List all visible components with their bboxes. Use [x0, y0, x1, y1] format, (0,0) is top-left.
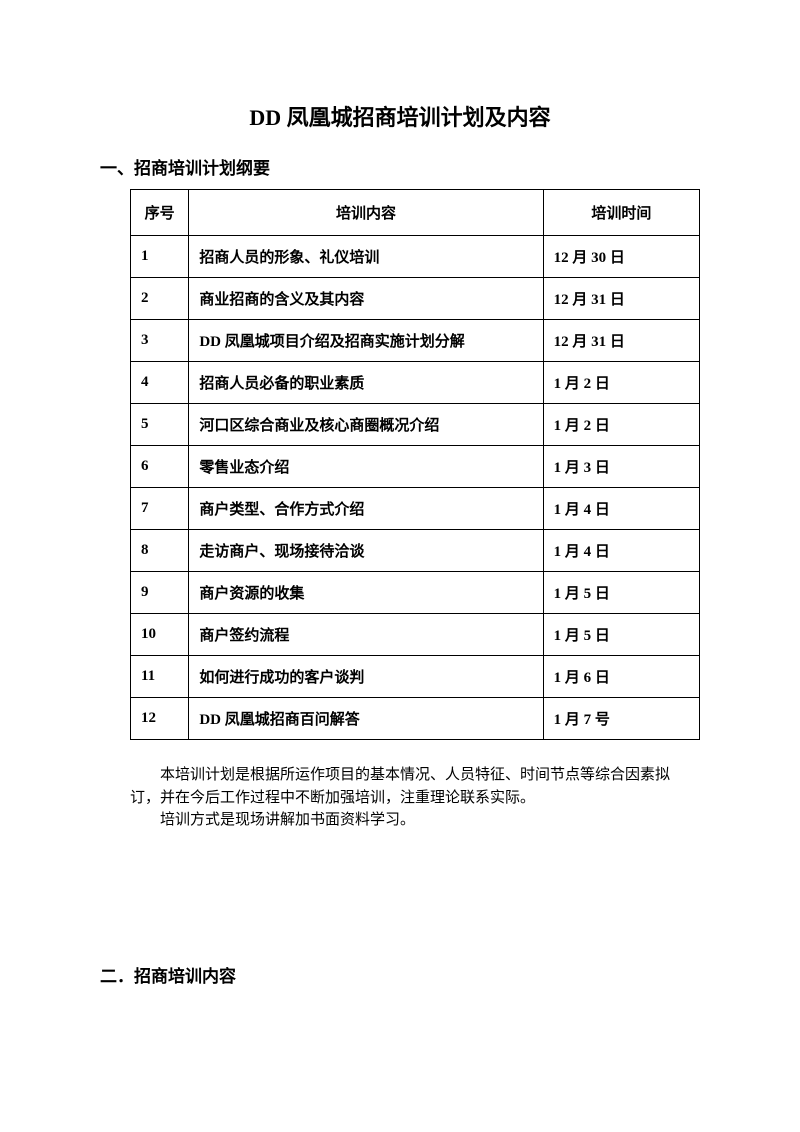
cell-seq: 4 — [131, 362, 189, 404]
cell-content: 商户类型、合作方式介绍 — [189, 488, 543, 530]
cell-time: 1 月 2 日 — [543, 362, 699, 404]
training-table: 序号 培训内容 培训时间 1招商人员的形象、礼仪培训12 月 30 日2商业招商… — [130, 189, 700, 740]
cell-time: 1 月 6 日 — [543, 656, 699, 698]
cell-seq: 8 — [131, 530, 189, 572]
cell-seq: 10 — [131, 614, 189, 656]
cell-seq: 9 — [131, 572, 189, 614]
cell-seq: 1 — [131, 236, 189, 278]
cell-content: 零售业态介绍 — [189, 446, 543, 488]
page-title: DD 凤凰城招商培训计划及内容 — [100, 100, 700, 132]
cell-time: 1 月 5 日 — [543, 614, 699, 656]
note-paragraph-1: 本培训计划是根据所运作项目的基本情况、人员特征、时间节点等综合因素拟订，并在今后… — [130, 764, 690, 809]
cell-content: 商户签约流程 — [189, 614, 543, 656]
cell-content: 商业招商的含义及其内容 — [189, 278, 543, 320]
cell-seq: 6 — [131, 446, 189, 488]
cell-time: 1 月 3 日 — [543, 446, 699, 488]
table-row: 9商户资源的收集1 月 5 日 — [131, 572, 700, 614]
cell-content: 河口区综合商业及核心商圈概况介绍 — [189, 404, 543, 446]
cell-content: 如何进行成功的客户谈判 — [189, 656, 543, 698]
table-row: 3DD 凤凰城项目介绍及招商实施计划分解12 月 31 日 — [131, 320, 700, 362]
cell-seq: 11 — [131, 656, 189, 698]
cell-content: 招商人员的形象、礼仪培训 — [189, 236, 543, 278]
table-row: 2商业招商的含义及其内容12 月 31 日 — [131, 278, 700, 320]
cell-content: DD 凤凰城项目介绍及招商实施计划分解 — [189, 320, 543, 362]
cell-time: 12 月 31 日 — [543, 278, 699, 320]
table-row: 11如何进行成功的客户谈判1 月 6 日 — [131, 656, 700, 698]
header-content: 培训内容 — [189, 190, 543, 236]
cell-seq: 3 — [131, 320, 189, 362]
cell-content: 走访商户、现场接待洽谈 — [189, 530, 543, 572]
cell-time: 12 月 31 日 — [543, 320, 699, 362]
header-time: 培训时间 — [543, 190, 699, 236]
table-row: 4招商人员必备的职业素质1 月 2 日 — [131, 362, 700, 404]
section1-heading: 一、招商培训计划纲要 — [100, 154, 700, 179]
table-header-row: 序号 培训内容 培训时间 — [131, 190, 700, 236]
cell-time: 1 月 4 日 — [543, 530, 699, 572]
table-row: 8走访商户、现场接待洽谈1 月 4 日 — [131, 530, 700, 572]
table-row: 10商户签约流程1 月 5 日 — [131, 614, 700, 656]
table-row: 7商户类型、合作方式介绍1 月 4 日 — [131, 488, 700, 530]
note-paragraph-2: 培训方式是现场讲解加书面资料学习。 — [130, 809, 690, 832]
table-row: 1招商人员的形象、礼仪培训12 月 30 日 — [131, 236, 700, 278]
cell-time: 1 月 2 日 — [543, 404, 699, 446]
cell-seq: 5 — [131, 404, 189, 446]
table-row: 6零售业态介绍1 月 3 日 — [131, 446, 700, 488]
cell-time: 1 月 5 日 — [543, 572, 699, 614]
section2-heading: 二．招商培训内容 — [100, 962, 700, 987]
header-seq: 序号 — [131, 190, 189, 236]
cell-seq: 7 — [131, 488, 189, 530]
cell-seq: 2 — [131, 278, 189, 320]
cell-content: 招商人员必备的职业素质 — [189, 362, 543, 404]
table-row: 5河口区综合商业及核心商圈概况介绍1 月 2 日 — [131, 404, 700, 446]
table-row: 12DD 凤凰城招商百问解答1 月 7 号 — [131, 698, 700, 740]
cell-content: 商户资源的收集 — [189, 572, 543, 614]
cell-time: 12 月 30 日 — [543, 236, 699, 278]
cell-time: 1 月 7 号 — [543, 698, 699, 740]
cell-time: 1 月 4 日 — [543, 488, 699, 530]
cell-content: DD 凤凰城招商百问解答 — [189, 698, 543, 740]
cell-seq: 12 — [131, 698, 189, 740]
